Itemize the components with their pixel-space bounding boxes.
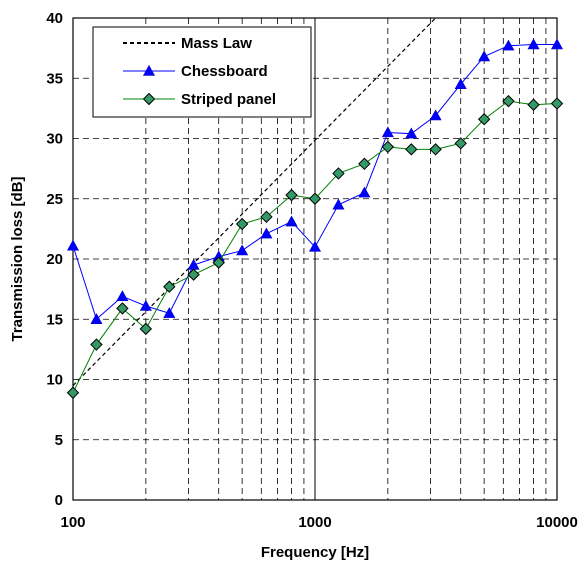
y-tick-label: 0 [55, 492, 63, 509]
data-point [308, 240, 322, 252]
series-line [72, 17, 437, 386]
data-point [527, 38, 540, 50]
data-point [550, 38, 564, 50]
data-point [502, 39, 515, 51]
data-point [358, 157, 371, 171]
data-point [478, 50, 491, 62]
y-tick-label: 15 [46, 311, 63, 328]
data-point [454, 137, 467, 150]
data-point [116, 290, 129, 302]
data-point [477, 113, 491, 126]
x-tick-label: 10000 [536, 514, 578, 531]
legend-marker [142, 92, 156, 106]
data-point [187, 258, 200, 270]
data-point [236, 244, 249, 256]
x-tick-label: 100 [60, 514, 85, 531]
y-axis-title: Transmission loss [dB] [9, 176, 26, 341]
data-point [139, 299, 152, 311]
data-point [66, 239, 80, 251]
data-point [527, 98, 540, 111]
data-point [163, 307, 176, 318]
data-point [429, 143, 442, 156]
legend: Mass Law Chessboard Striped panel [92, 26, 312, 118]
tick-labels: 0 5 10 15 20 25 30 35 40 100 1000 10000 [46, 10, 578, 531]
data-point [116, 302, 129, 315]
data-point [139, 322, 153, 336]
series-mass-law [72, 17, 437, 386]
x-tick-label: 1000 [298, 514, 331, 531]
data-point [332, 167, 345, 180]
series-striped-panel [66, 94, 564, 399]
data-point [550, 97, 564, 110]
data-point [405, 143, 418, 156]
data-point [381, 140, 395, 154]
data-point [90, 338, 103, 351]
data-point [235, 217, 249, 231]
data-point [502, 94, 515, 108]
y-tick-label: 10 [46, 372, 63, 389]
data-point [66, 386, 80, 399]
series-chessboard [66, 38, 564, 324]
data-point [260, 227, 273, 239]
data-point [308, 192, 322, 205]
data-point [163, 280, 176, 293]
legend-label: Chessboard [181, 63, 268, 80]
y-tick-label: 40 [46, 10, 63, 27]
legend-marker [142, 64, 156, 76]
data-point [429, 109, 442, 121]
data-point [90, 313, 103, 324]
data-point [381, 126, 394, 138]
series-layer [66, 17, 564, 399]
legend-box [92, 26, 312, 118]
y-tick-label: 25 [46, 191, 63, 208]
y-tick-label: 35 [46, 70, 63, 87]
data-point [285, 215, 298, 227]
data-point [454, 78, 467, 89]
y-tick-label: 20 [46, 251, 63, 268]
legend-label: Striped panel [181, 91, 276, 108]
data-point [358, 186, 371, 198]
data-point [332, 198, 345, 210]
x-axis-title: Frequency [Hz] [261, 544, 369, 561]
data-point [187, 268, 200, 281]
data-point [285, 188, 298, 202]
data-point [405, 127, 418, 139]
y-tick-label: 5 [55, 432, 63, 449]
legend-label: Mass Law [181, 35, 252, 52]
data-point [212, 256, 225, 269]
plot-frame [72, 17, 558, 501]
data-point [260, 210, 273, 224]
y-tick-label: 30 [46, 131, 63, 148]
